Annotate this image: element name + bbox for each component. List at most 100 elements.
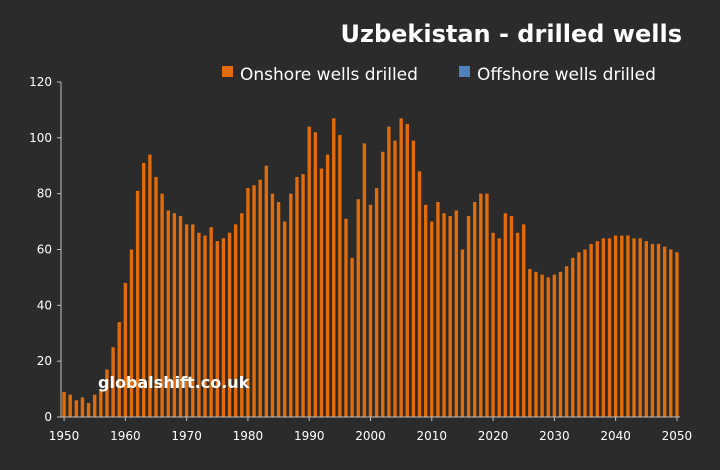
bar-onshore-2029 — [546, 277, 550, 417]
y-tick-label-80: 80 — [37, 187, 52, 201]
bar-onshore-2023 — [509, 216, 514, 417]
y-tick-label-40: 40 — [37, 298, 52, 312]
bar-onshore-1998 — [356, 199, 360, 417]
bar-onshore-1994 — [332, 118, 336, 417]
x-tick-label-2040: 2040 — [600, 429, 631, 443]
bar-onshore-1995 — [338, 135, 342, 418]
bar-onshore-2018 — [479, 193, 483, 417]
bar-onshore-1961 — [129, 249, 134, 417]
bar-onshore-1959 — [117, 322, 121, 417]
bars-group — [62, 118, 679, 418]
bar-onshore-2002 — [381, 151, 385, 418]
x-tick-label-1950: 1950 — [49, 429, 80, 443]
bar-onshore-1986 — [283, 221, 287, 417]
bar-onshore-2014 — [454, 210, 458, 417]
bar-onshore-1982 — [258, 179, 262, 417]
bar-onshore-1977 — [227, 232, 232, 417]
bar-onshore-2033 — [571, 257, 575, 418]
bar-onshore-2006 — [405, 123, 409, 418]
bar-onshore-2026 — [528, 269, 532, 417]
y-tick-label-20: 20 — [37, 354, 52, 368]
bar-onshore-2001 — [374, 188, 379, 417]
bar-onshore-2031 — [558, 271, 563, 417]
bar-onshore-1979 — [240, 213, 244, 417]
x-tick-label-2050: 2050 — [662, 429, 693, 443]
y-tick-label-0: 0 — [44, 410, 52, 424]
bar-onshore-2019 — [485, 193, 489, 417]
bar-onshore-1993 — [325, 154, 330, 417]
bar-onshore-1989 — [301, 174, 305, 418]
bar-onshore-1954 — [86, 403, 91, 417]
bar-onshore-1976 — [221, 238, 226, 417]
bar-onshore-1958 — [111, 347, 115, 417]
bar-onshore-2008 — [417, 171, 422, 417]
bar-onshore-2039 — [607, 238, 612, 417]
bar-onshore-1987 — [289, 193, 293, 417]
bar-onshore-2035 — [583, 249, 587, 417]
bar-onshore-1964 — [148, 154, 152, 417]
bar-onshore-1950 — [62, 391, 66, 418]
bar-onshore-2007 — [411, 140, 416, 418]
bar-onshore-1988 — [295, 176, 299, 417]
legend-swatch-offshore — [459, 66, 470, 77]
bar-onshore-2011 — [436, 202, 440, 417]
bar-onshore-1967 — [166, 210, 170, 417]
bar-onshore-1966 — [160, 193, 164, 417]
bar-onshore-1985 — [276, 202, 281, 417]
bar-onshore-2009 — [423, 204, 428, 417]
bar-onshore-1999 — [362, 143, 367, 418]
x-tick-label-1990: 1990 — [294, 429, 325, 443]
bar-onshore-2030 — [552, 274, 557, 418]
bar-onshore-1980 — [246, 188, 250, 417]
bar-onshore-1981 — [252, 185, 256, 417]
bar-onshore-2024 — [515, 232, 520, 417]
bar-onshore-2010 — [430, 221, 434, 417]
x-tick-label-2030: 2030 — [539, 429, 570, 443]
bar-onshore-1996 — [344, 218, 348, 417]
x-tick-label-2010: 2010 — [417, 429, 448, 443]
bar-onshore-1973 — [203, 235, 207, 417]
bar-onshore-1972 — [197, 232, 201, 417]
bar-onshore-1965 — [154, 176, 158, 417]
bar-onshore-2017 — [473, 202, 477, 417]
bar-onshore-1997 — [350, 257, 354, 418]
bar-onshore-1983 — [264, 165, 268, 417]
bar-onshore-1968 — [172, 213, 177, 417]
bar-onshore-2027 — [534, 271, 538, 417]
bar-onshore-1978 — [233, 224, 238, 417]
bar-onshore-2004 — [393, 140, 397, 418]
bar-onshore-2032 — [564, 266, 569, 417]
bar-onshore-2013 — [448, 216, 452, 417]
x-tick-label-1980: 1980 — [233, 429, 264, 443]
bar-onshore-2036 — [589, 243, 593, 417]
bar-onshore-2028 — [540, 274, 544, 418]
y-tick-label-60: 60 — [37, 243, 52, 257]
bar-onshore-1962 — [135, 190, 140, 417]
bar-onshore-2003 — [387, 126, 391, 418]
bar-onshore-1953 — [80, 397, 85, 417]
y-tick-label-120: 120 — [29, 75, 52, 89]
bar-onshore-2043 — [632, 238, 636, 417]
bar-onshore-1952 — [74, 400, 79, 417]
bar-onshore-2037 — [595, 241, 599, 418]
bar-onshore-2016 — [466, 216, 471, 417]
bar-onshore-2005 — [399, 118, 403, 417]
bar-onshore-1971 — [191, 224, 195, 417]
bar-onshore-1991 — [313, 132, 318, 417]
bar-onshore-1969 — [178, 216, 183, 417]
chart-title: Uzbekistan - drilled wells — [340, 20, 682, 48]
y-axis-ticks: 0 20 40 60 80 100 120 — [29, 75, 61, 424]
bar-onshore-2042 — [626, 235, 630, 417]
bar-onshore-1956 — [99, 389, 103, 417]
y-tick-label-100: 100 — [29, 131, 52, 145]
bar-onshore-2025 — [522, 224, 526, 417]
watermark-text: globalshift.co.uk — [98, 373, 250, 392]
legend-swatch-onshore — [222, 66, 233, 77]
bar-onshore-1984 — [270, 193, 275, 417]
x-tick-label-2000: 2000 — [355, 429, 386, 443]
legend-label-onshore: Onshore wells drilled — [240, 65, 418, 85]
bar-onshore-1974 — [209, 227, 213, 417]
bar-onshore-2045 — [644, 241, 648, 418]
bar-onshore-2012 — [442, 213, 446, 417]
